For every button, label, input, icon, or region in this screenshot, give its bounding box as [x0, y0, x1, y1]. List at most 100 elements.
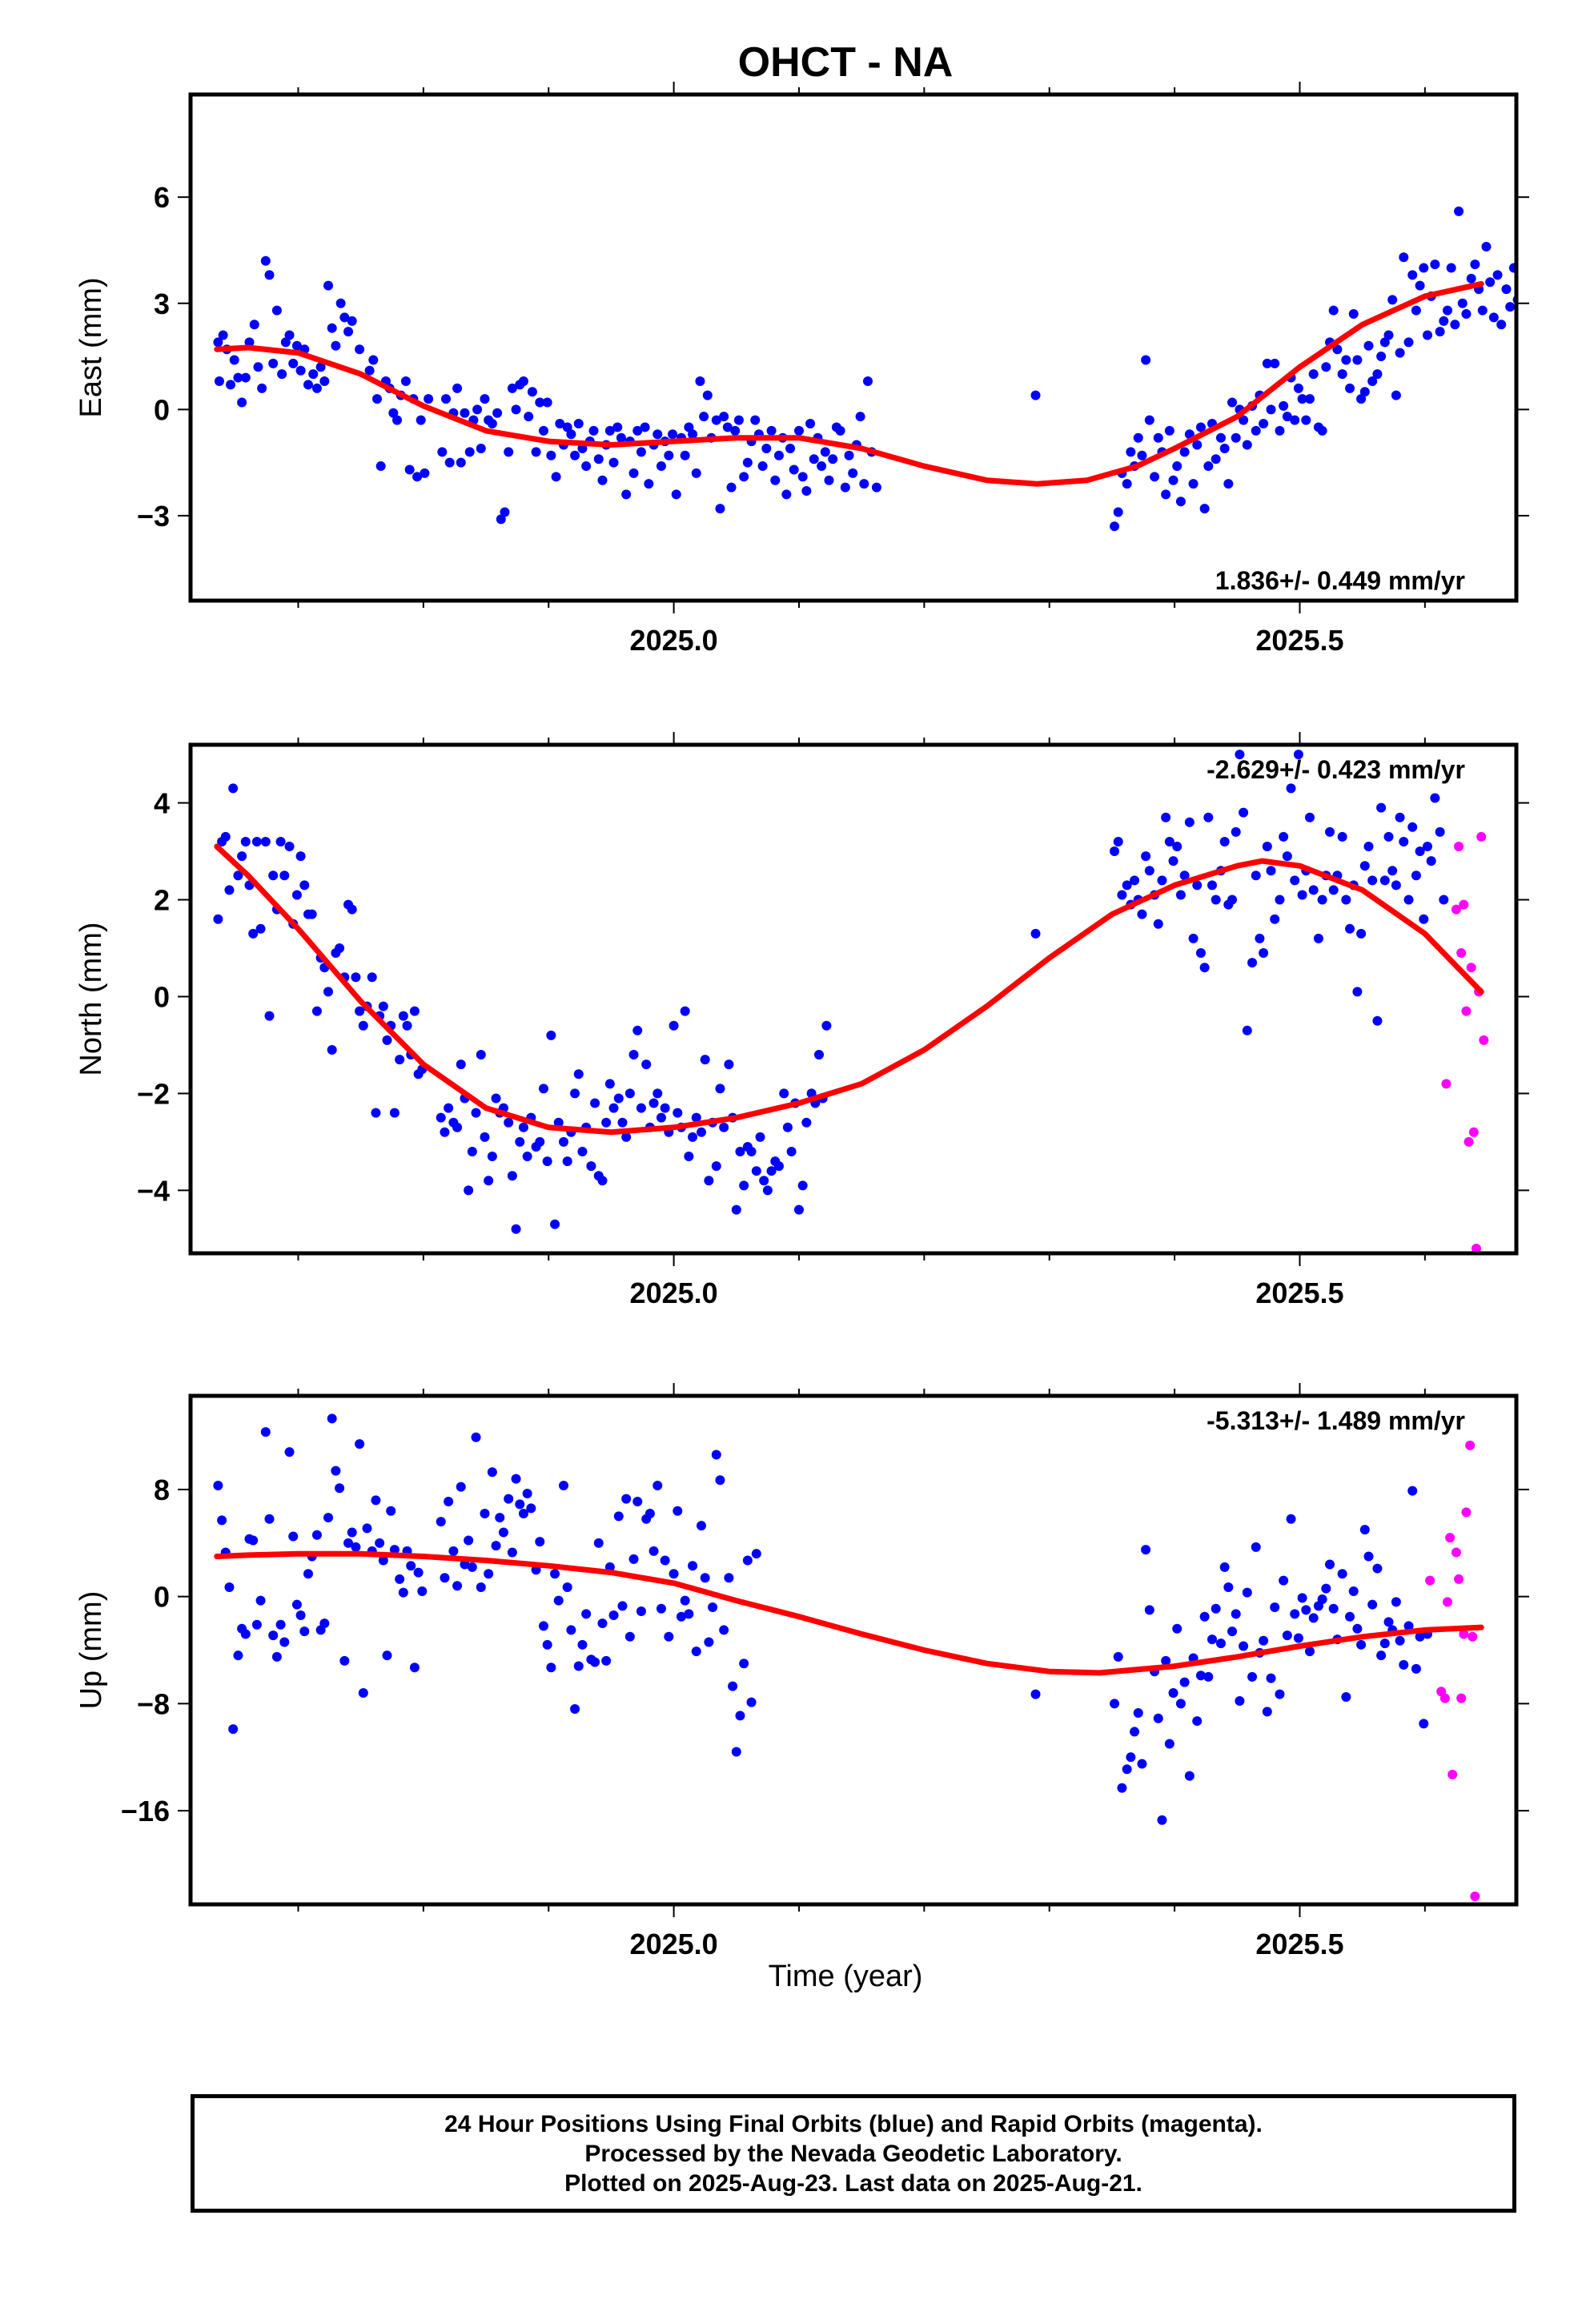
up-final-point	[1356, 1639, 1367, 1650]
east-final-point	[1113, 507, 1123, 517]
east-final-point	[1199, 504, 1210, 514]
east-final-point	[1407, 270, 1418, 280]
north-final-point	[1188, 933, 1199, 943]
up-final-point	[1161, 1655, 1171, 1666]
north-final-point	[719, 1122, 729, 1132]
north-final-point	[480, 1132, 490, 1142]
up-final-point	[656, 1603, 666, 1614]
east-final-point	[1403, 337, 1414, 348]
north-final-point	[793, 1204, 804, 1215]
north-final-point	[697, 1127, 707, 1137]
up-final-point	[1317, 1594, 1327, 1604]
north-final-point	[782, 1122, 793, 1132]
north-final-point	[746, 1147, 757, 1156]
up-final-point	[652, 1480, 663, 1490]
up-final-point	[673, 1506, 683, 1516]
up-final-point	[303, 1569, 313, 1579]
up-final-point	[515, 1499, 525, 1510]
east-final-point	[1481, 242, 1492, 252]
east-final-point	[1496, 320, 1507, 330]
up-final-point	[1345, 1611, 1355, 1622]
east-final-point	[1328, 305, 1339, 316]
up-final-point	[1308, 1613, 1319, 1623]
north-final-point	[237, 851, 247, 862]
north-final-point	[1270, 914, 1280, 924]
north-final-point	[491, 1093, 501, 1104]
up-final-point	[691, 1647, 701, 1657]
east-final-point	[1488, 312, 1499, 323]
east-final-point	[1352, 355, 1363, 365]
north-final-point	[773, 1161, 784, 1172]
east-final-point	[859, 479, 869, 489]
north-final-point	[511, 1224, 521, 1234]
up-final-point	[1179, 1677, 1190, 1687]
up-final-point	[398, 1587, 408, 1598]
east-final-point	[581, 461, 592, 472]
up-final-point	[1215, 1638, 1226, 1649]
north-final-point	[1395, 812, 1405, 822]
north-final-point	[1387, 866, 1398, 876]
east-final-point	[500, 507, 510, 517]
up-final-point	[573, 1661, 584, 1671]
east-final-point	[1301, 415, 1311, 425]
up-final-point	[275, 1619, 286, 1630]
north-final-point	[1175, 890, 1186, 900]
up-final-point	[288, 1531, 299, 1542]
east-final-point	[327, 323, 337, 333]
north-final-point	[786, 1147, 797, 1156]
up-final-point	[700, 1573, 710, 1583]
north-final-point	[504, 1117, 514, 1128]
east-final-point	[680, 450, 690, 460]
north-rapid-point	[1471, 1243, 1481, 1253]
up-final-point	[1247, 1671, 1258, 1682]
north-final-point	[213, 914, 223, 924]
east-y-tick-label: 6	[154, 181, 170, 214]
north-final-point	[1164, 836, 1174, 846]
up-final-point	[371, 1495, 381, 1506]
north-final-point	[1251, 870, 1261, 881]
north-final-point	[371, 1108, 381, 1118]
up-panel: 2025.0 2025.5 −16 −8 0 8 Up (mm) -5.313+/- 1.48…	[74, 1383, 1529, 1960]
north-final-point	[1372, 1015, 1383, 1026]
east-rate-label: 1.836+/- 0.449 mm/yr	[1215, 566, 1465, 595]
east-final-point	[335, 298, 346, 308]
north-final-point	[546, 1030, 556, 1040]
east-final-point	[656, 461, 666, 472]
north-final-point	[1203, 812, 1214, 822]
north-final-point	[641, 1059, 652, 1070]
up-final-point	[444, 1497, 454, 1507]
up-final-point	[1168, 1687, 1178, 1698]
north-final-point	[1235, 750, 1245, 760]
north-final-point	[1422, 842, 1432, 851]
up-rapid-point	[1451, 1547, 1461, 1558]
east-final-point	[1466, 273, 1476, 283]
up-final-point	[417, 1586, 428, 1596]
east-final-point	[562, 422, 572, 432]
north-final-point	[476, 1050, 486, 1060]
east-final-point	[260, 255, 271, 266]
east-final-point	[699, 412, 709, 422]
east-final-point	[1279, 400, 1289, 411]
up-final-point	[1411, 1663, 1421, 1674]
east-final-point	[315, 362, 326, 372]
up-final-point	[742, 1555, 753, 1566]
east-final-point	[291, 340, 302, 351]
north-final-point	[1141, 851, 1151, 862]
up-final-point	[593, 1538, 604, 1548]
north-final-point	[1426, 856, 1436, 866]
up-rapid-point	[1456, 1693, 1467, 1703]
east-y-tick-label: −3	[137, 500, 170, 533]
east-final-point	[551, 472, 561, 482]
east-final-point	[688, 429, 698, 440]
north-final-point	[1356, 928, 1367, 939]
up-final-point	[335, 1483, 345, 1494]
up-final-point	[358, 1687, 368, 1698]
north-final-point	[1239, 807, 1249, 818]
up-rapid-point	[1425, 1575, 1435, 1586]
north-final-point	[1192, 880, 1203, 891]
east-final-point	[640, 422, 650, 432]
east-final-point	[388, 408, 399, 418]
up-final-point	[395, 1574, 405, 1584]
east-final-point	[719, 412, 729, 422]
east-final-point	[1270, 358, 1280, 368]
